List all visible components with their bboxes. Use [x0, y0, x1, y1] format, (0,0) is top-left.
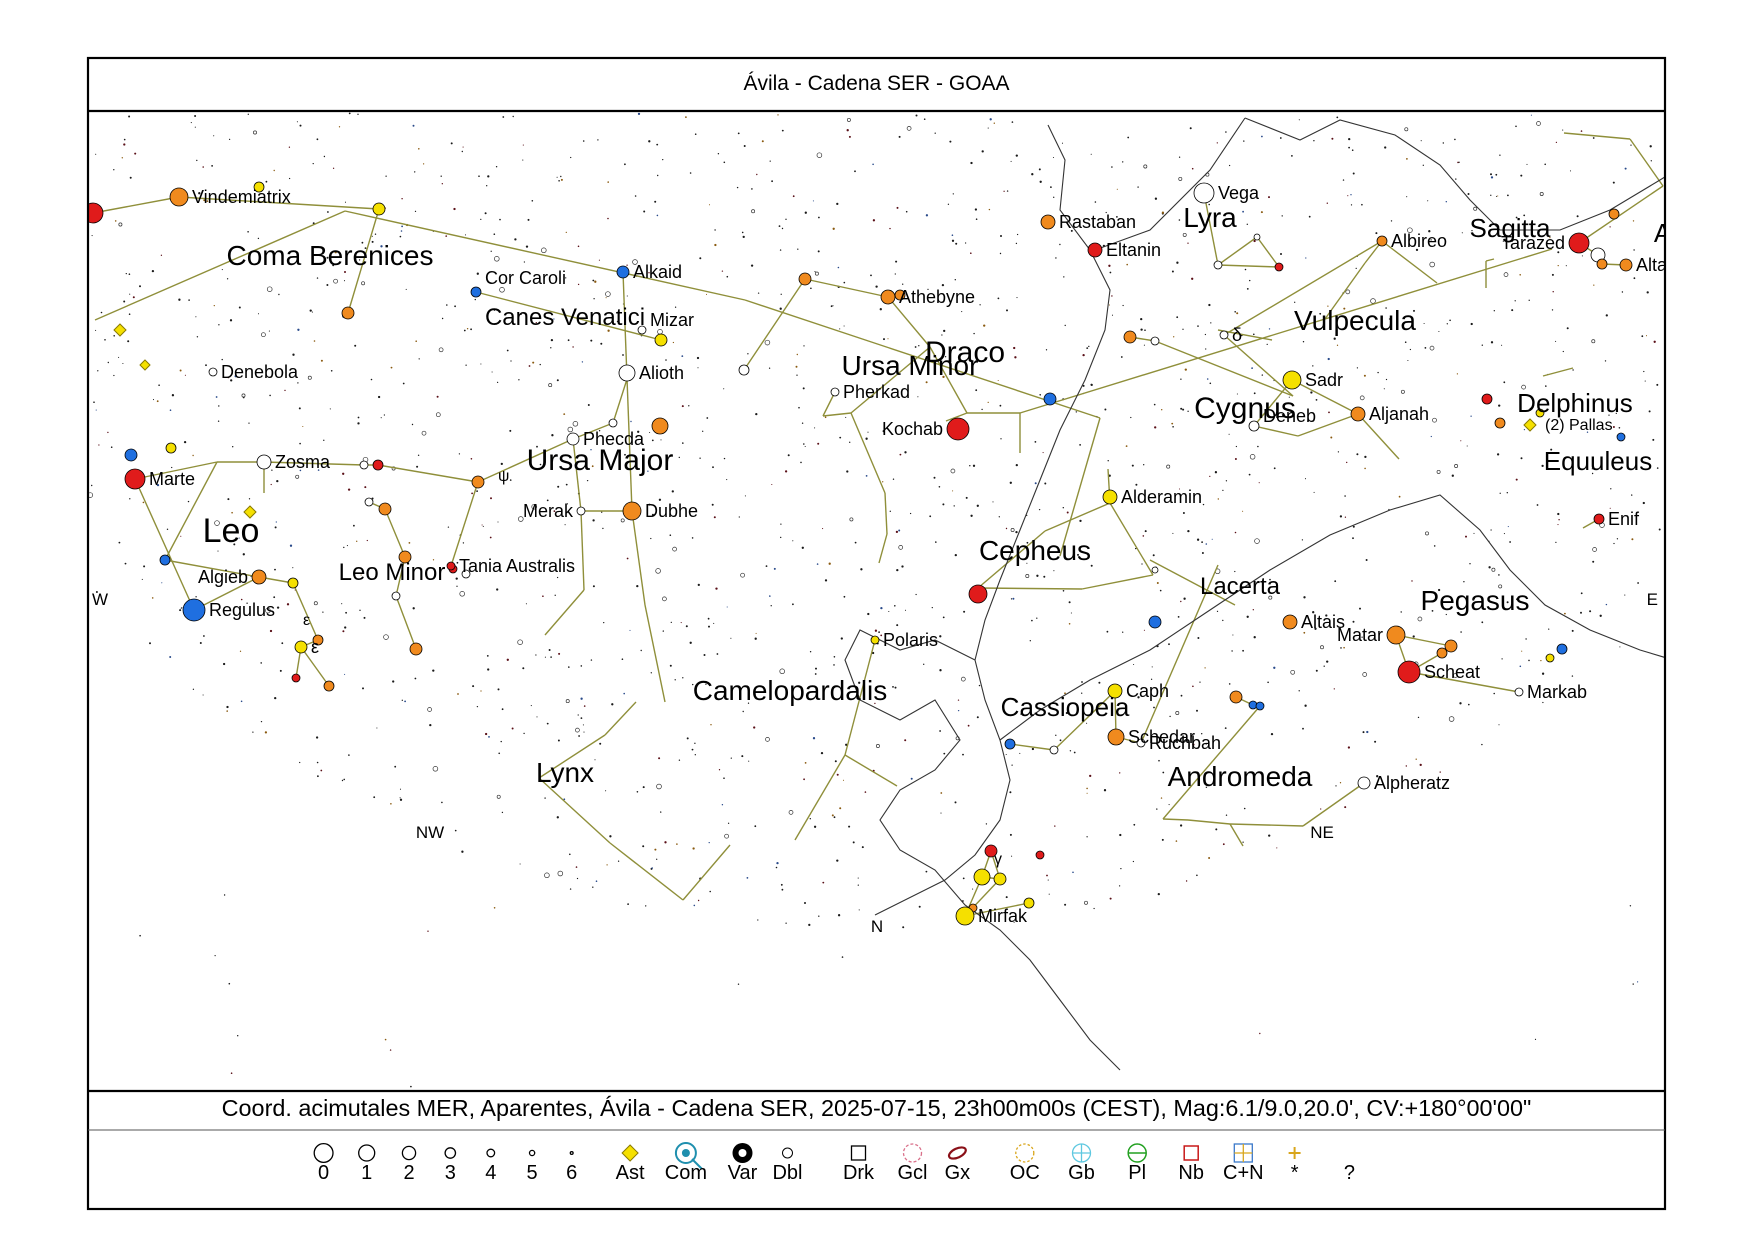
svg-text:Caph: Caph — [1126, 681, 1169, 701]
svg-text:Pherkad: Pherkad — [843, 382, 910, 402]
svg-text:Dbl: Dbl — [772, 1162, 802, 1184]
svg-text:Gb: Gb — [1068, 1162, 1095, 1184]
svg-text:N: N — [871, 917, 883, 936]
svg-text:Alkaid: Alkaid — [633, 262, 682, 282]
svg-text:Cepheus: Cepheus — [979, 535, 1091, 566]
svg-text:ψ: ψ — [498, 468, 509, 485]
svg-text:Algieb: Algieb — [198, 567, 248, 587]
svg-text:Ast: Ast — [616, 1162, 645, 1184]
svg-text:Com: Com — [665, 1162, 707, 1184]
svg-text:6: 6 — [566, 1162, 577, 1184]
svg-text:0: 0 — [318, 1162, 329, 1184]
svg-text:Lacerta: Lacerta — [1200, 573, 1281, 600]
svg-text:W: W — [92, 590, 108, 609]
svg-text:Lyra: Lyra — [1183, 202, 1237, 233]
svg-text:Enif: Enif — [1608, 509, 1640, 529]
svg-text:Pl: Pl — [1128, 1162, 1146, 1184]
svg-text:5: 5 — [527, 1162, 538, 1184]
svg-text:Scheat: Scheat — [1424, 662, 1480, 682]
svg-text:Markab: Markab — [1527, 682, 1587, 702]
svg-text:OC: OC — [1010, 1162, 1040, 1184]
svg-text:Coord. acimutales MER, Aparent: Coord. acimutales MER, Aparentes, Ávila … — [222, 1095, 1532, 1121]
svg-text:NW: NW — [416, 823, 444, 842]
svg-text:Matar: Matar — [1337, 625, 1383, 645]
svg-text:2: 2 — [403, 1162, 414, 1184]
svg-text:Vulpecula: Vulpecula — [1294, 305, 1416, 336]
svg-text:E: E — [1647, 590, 1658, 609]
svg-text:C+N: C+N — [1223, 1162, 1264, 1184]
svg-text:Leo Minor: Leo Minor — [339, 559, 446, 586]
svg-text:Pegasus: Pegasus — [1421, 585, 1530, 616]
svg-text:Eltanin: Eltanin — [1106, 240, 1161, 260]
svg-text:Regulus: Regulus — [209, 600, 275, 620]
svg-text:Kochab: Kochab — [882, 419, 943, 439]
svg-text:Alioth: Alioth — [639, 363, 684, 383]
svg-text:Delphinus: Delphinus — [1517, 388, 1633, 418]
svg-text:NE: NE — [1310, 823, 1334, 842]
svg-text:1: 1 — [361, 1162, 372, 1184]
svg-text:Vindemiatrix: Vindemiatrix — [192, 187, 291, 207]
svg-text:Draco: Draco — [925, 336, 1005, 369]
svg-text:Ursa Major: Ursa Major — [527, 444, 674, 477]
svg-text:Tania Australis: Tania Australis — [459, 556, 575, 576]
svg-text:4: 4 — [485, 1162, 496, 1184]
svg-text:Rastaban: Rastaban — [1059, 212, 1136, 232]
svg-text:Aljanah: Aljanah — [1369, 404, 1429, 424]
svg-text:Mirfak: Mirfak — [978, 906, 1028, 926]
svg-text:Dubhe: Dubhe — [645, 501, 698, 521]
svg-text:Drk: Drk — [843, 1162, 875, 1184]
svg-text:Alderamin: Alderamin — [1121, 487, 1202, 507]
svg-text:Nb: Nb — [1178, 1162, 1204, 1184]
svg-text:Camelopardalis: Camelopardalis — [693, 675, 888, 706]
svg-text:Denebola: Denebola — [221, 362, 299, 382]
svg-text:Ruchbah: Ruchbah — [1149, 733, 1221, 753]
svg-text:Andromeda: Andromeda — [1168, 761, 1313, 792]
svg-text:Zosma: Zosma — [275, 452, 331, 472]
svg-text:γ: γ — [994, 851, 1002, 868]
svg-text:Coma Berenices: Coma Berenices — [227, 240, 434, 271]
svg-text:Lynx: Lynx — [536, 757, 594, 788]
svg-text:Gx: Gx — [945, 1162, 971, 1184]
svg-text:Equuleus: Equuleus — [1544, 446, 1652, 476]
svg-text:ε: ε — [303, 612, 310, 629]
svg-text:Sagitta: Sagitta — [1470, 213, 1551, 243]
svg-text:Merak: Merak — [523, 501, 574, 521]
svg-text:Canes Venatici: Canes Venatici — [485, 304, 645, 331]
svg-text:?: ? — [1344, 1162, 1355, 1184]
svg-text:Cassiopeia: Cassiopeia — [1001, 692, 1130, 722]
svg-text:3: 3 — [445, 1162, 456, 1184]
svg-text:Mizar: Mizar — [650, 310, 694, 330]
svg-text:δ: δ — [1232, 325, 1242, 345]
svg-text:Var: Var — [728, 1162, 758, 1184]
svg-text:Marte: Marte — [149, 469, 195, 489]
svg-text:Polaris: Polaris — [883, 630, 938, 650]
svg-text:*: * — [1291, 1162, 1299, 1184]
svg-text:ε: ε — [311, 637, 319, 657]
svg-text:Alpheratz: Alpheratz — [1374, 773, 1450, 793]
svg-text:Vega: Vega — [1218, 183, 1260, 203]
svg-text:Athebyne: Athebyne — [899, 287, 975, 307]
svg-text:Sadr: Sadr — [1305, 370, 1343, 390]
svg-text:Ávila - Cadena SER - GOAA: Ávila - Cadena SER - GOAA — [743, 72, 1009, 95]
svg-text:Albireo: Albireo — [1391, 231, 1447, 251]
svg-text:Gcl: Gcl — [898, 1162, 928, 1184]
svg-text:Cygnus: Cygnus — [1194, 392, 1296, 425]
svg-text:(2) Pallas: (2) Pallas — [1545, 417, 1613, 434]
svg-text:Cor Caroli: Cor Caroli — [485, 268, 566, 288]
